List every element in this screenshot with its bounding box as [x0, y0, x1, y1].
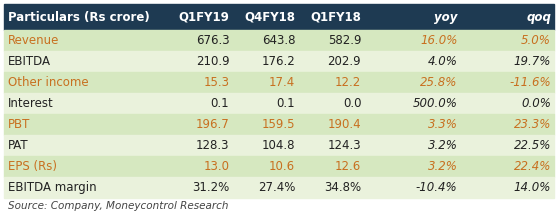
Text: Interest: Interest	[8, 97, 54, 110]
Text: 3.2%: 3.2%	[427, 160, 458, 173]
Text: 3.3%: 3.3%	[427, 118, 458, 131]
Text: 0.1: 0.1	[277, 97, 295, 110]
Text: 3.2%: 3.2%	[427, 139, 458, 152]
Bar	[4, 156, 554, 177]
Text: 22.5%: 22.5%	[513, 139, 551, 152]
Text: Source: Company, Moneycontrol Research: Source: Company, Moneycontrol Research	[8, 201, 228, 211]
Bar	[4, 93, 554, 114]
Text: Q1FY18: Q1FY18	[310, 10, 361, 23]
Text: 0.1: 0.1	[210, 97, 229, 110]
Text: 104.8: 104.8	[262, 139, 295, 152]
Text: 124.3: 124.3	[328, 139, 361, 152]
Text: 15.3: 15.3	[203, 76, 229, 89]
Text: 210.9: 210.9	[196, 55, 229, 68]
Text: PBT: PBT	[8, 118, 30, 131]
Text: 582.9: 582.9	[328, 34, 361, 47]
Text: 190.4: 190.4	[328, 118, 361, 131]
Text: 25.8%: 25.8%	[420, 76, 458, 89]
Text: 23.3%: 23.3%	[513, 118, 551, 131]
Text: 676.3: 676.3	[196, 34, 229, 47]
Text: Other income: Other income	[8, 76, 89, 89]
Text: 31.2%: 31.2%	[192, 181, 229, 194]
Text: Revenue: Revenue	[8, 34, 59, 47]
Text: Particulars (Rs crore): Particulars (Rs crore)	[8, 10, 150, 23]
Bar	[4, 51, 554, 72]
Bar	[4, 177, 554, 198]
Text: yoy: yoy	[434, 10, 458, 23]
Text: 10.6: 10.6	[269, 160, 295, 173]
Text: 14.0%: 14.0%	[513, 181, 551, 194]
Text: 196.7: 196.7	[195, 118, 229, 131]
Text: 16.0%: 16.0%	[420, 34, 458, 47]
Bar	[4, 30, 554, 51]
Text: 0.0: 0.0	[343, 97, 361, 110]
Text: 643.8: 643.8	[262, 34, 295, 47]
Text: 500.0%: 500.0%	[412, 97, 458, 110]
Text: 17.4: 17.4	[269, 76, 295, 89]
Text: 12.2: 12.2	[335, 76, 361, 89]
Text: -11.6%: -11.6%	[509, 76, 551, 89]
Text: 19.7%: 19.7%	[513, 55, 551, 68]
Text: 12.6: 12.6	[335, 160, 361, 173]
Bar	[4, 4, 554, 30]
Text: 159.5: 159.5	[262, 118, 295, 131]
Text: 27.4%: 27.4%	[258, 181, 295, 194]
Text: -10.4%: -10.4%	[416, 181, 458, 194]
Text: 13.0: 13.0	[203, 160, 229, 173]
Text: 34.8%: 34.8%	[324, 181, 361, 194]
Text: 202.9: 202.9	[328, 55, 361, 68]
Text: EBITDA: EBITDA	[8, 55, 51, 68]
Text: 0.0%: 0.0%	[521, 97, 551, 110]
Bar	[4, 114, 554, 135]
Bar	[4, 135, 554, 156]
Text: PAT: PAT	[8, 139, 28, 152]
Text: 22.4%: 22.4%	[513, 160, 551, 173]
Text: qoq: qoq	[526, 10, 551, 23]
Bar	[4, 72, 554, 93]
Text: 5.0%: 5.0%	[521, 34, 551, 47]
Text: 176.2: 176.2	[262, 55, 295, 68]
Text: 128.3: 128.3	[196, 139, 229, 152]
Text: EBITDA margin: EBITDA margin	[8, 181, 97, 194]
Text: EPS (Rs): EPS (Rs)	[8, 160, 57, 173]
Text: Q1FY19: Q1FY19	[179, 10, 229, 23]
Text: Q4FY18: Q4FY18	[244, 10, 295, 23]
Text: 4.0%: 4.0%	[427, 55, 458, 68]
